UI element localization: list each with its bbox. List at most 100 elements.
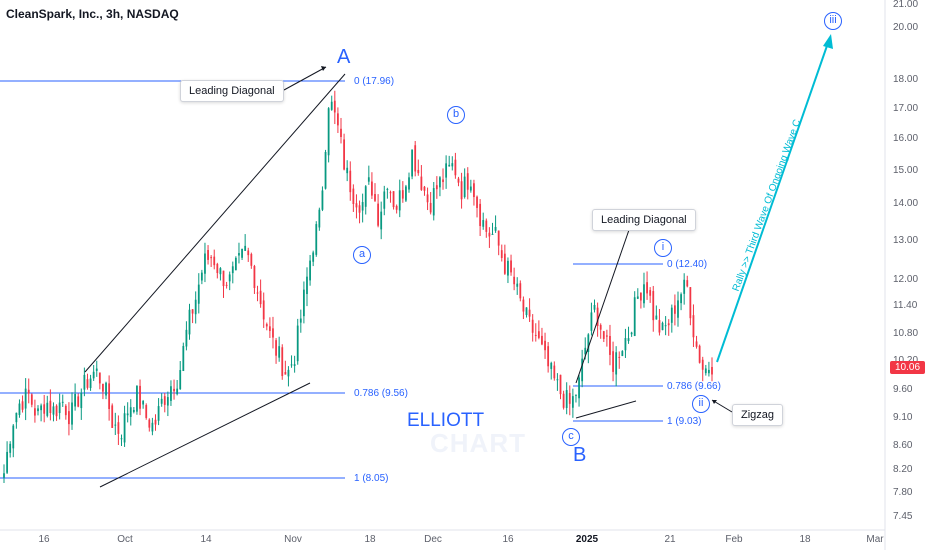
candle-body	[559, 374, 562, 395]
candle-body	[120, 438, 123, 440]
y-tick: 13.00	[893, 235, 919, 246]
candle-body	[213, 256, 216, 266]
candle-body	[466, 173, 469, 190]
candle-body	[83, 374, 86, 390]
y-tick: 17.00	[893, 103, 919, 114]
candle-body	[661, 322, 664, 331]
chart-title: CleanSpark, Inc., 3h, NASDAQ	[6, 7, 179, 21]
candle-body	[49, 400, 52, 414]
candle-body	[485, 220, 488, 232]
candle-body	[343, 139, 345, 170]
candle-body	[602, 331, 605, 339]
candle-body	[689, 287, 692, 319]
candle-body	[708, 369, 710, 374]
candle-body	[683, 279, 686, 294]
y-tick: 11.40	[893, 300, 918, 311]
watermark: CHART	[430, 428, 526, 458]
leading-diagonal-callout-1[interactable]: Leading Diagonal	[180, 80, 284, 102]
candle-body	[429, 202, 432, 213]
candle-body	[225, 284, 228, 286]
candle-body	[89, 378, 92, 388]
candle-body	[231, 266, 234, 274]
candle-body	[609, 335, 611, 355]
projection-arrow-head	[823, 34, 833, 49]
candle-body	[541, 335, 543, 345]
diagonal-small-lower	[575, 400, 637, 419]
candle-body	[494, 226, 497, 231]
candle-body	[615, 352, 618, 375]
candle-body	[516, 283, 519, 287]
candle-body	[139, 385, 141, 409]
candle-body	[188, 309, 191, 335]
candle-body	[673, 305, 676, 314]
callout-pointer-zigzag-head	[712, 400, 717, 404]
candle-body	[194, 299, 197, 315]
zigzag-callout[interactable]: Zigzag	[732, 404, 784, 426]
x-tick: Mar	[866, 534, 884, 545]
candle-body	[21, 401, 24, 410]
candle-body	[80, 392, 83, 409]
candle-body	[200, 272, 203, 281]
candle-body	[392, 191, 395, 208]
candle-body	[3, 473, 5, 478]
candle-body	[358, 205, 361, 213]
candle-body	[86, 379, 89, 388]
candle-body	[330, 101, 333, 110]
candle-body	[417, 169, 420, 174]
candle-body	[315, 224, 318, 255]
candle-body	[544, 340, 546, 351]
candle-body	[513, 276, 516, 285]
candle-body	[578, 377, 580, 399]
candle-body	[296, 325, 299, 362]
candle-body	[488, 232, 491, 237]
wave-label-B: B	[573, 444, 587, 466]
y-tick: 18.00	[893, 74, 919, 85]
candle-body	[448, 164, 451, 167]
y-tick: 15.00	[893, 165, 919, 176]
candle-body	[500, 250, 503, 258]
y-tick: 21.00	[893, 0, 919, 10]
candle-body	[670, 307, 673, 323]
leading-diagonal-callout-2[interactable]: Leading Diagonal	[592, 209, 696, 231]
candle-body	[30, 394, 33, 405]
candle-body	[216, 263, 219, 274]
candle-body	[711, 366, 713, 375]
candle-body	[426, 194, 429, 203]
candle-body	[479, 203, 482, 227]
candle-body	[210, 257, 213, 259]
candle-body	[204, 253, 206, 274]
candle-body	[352, 188, 355, 204]
candle-body	[12, 425, 15, 449]
wave-label-b: b	[447, 106, 465, 124]
candle-body	[398, 190, 401, 211]
x-tick: 18	[799, 534, 811, 545]
candle-body	[71, 402, 73, 425]
candle-body	[565, 390, 568, 408]
candle-body	[627, 338, 630, 342]
candle-body	[176, 388, 179, 395]
candle-body	[302, 289, 305, 317]
candle-body	[309, 260, 311, 281]
candle-body	[405, 186, 407, 201]
candle-body	[568, 393, 571, 404]
candle-body	[52, 406, 55, 415]
candle-body	[92, 371, 95, 379]
candle-body	[655, 315, 658, 320]
candle-body	[61, 401, 64, 403]
candle-body	[166, 397, 169, 406]
candle-body	[46, 402, 49, 416]
wave-label-iii: iii	[824, 12, 842, 30]
candle-body	[259, 290, 262, 305]
elliott-brand: ELLIOTT	[407, 410, 485, 431]
candle-body	[272, 328, 274, 338]
candle-body	[374, 194, 376, 201]
candle-body	[599, 325, 602, 330]
candle-body	[238, 253, 240, 256]
candle-body	[624, 338, 627, 351]
candle-body	[667, 323, 670, 326]
fib-label-786-small: 0.786 (9.66)	[667, 381, 721, 392]
candle-body	[160, 398, 163, 404]
candle-body	[312, 252, 315, 262]
candle-body	[222, 270, 225, 287]
